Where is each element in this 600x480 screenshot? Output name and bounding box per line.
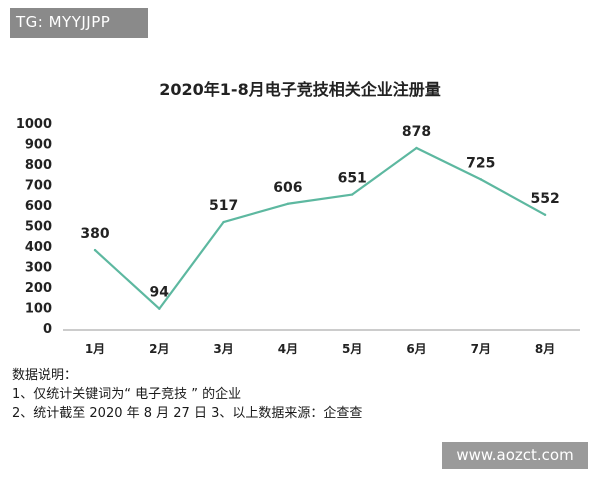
x-tick-label: 4月 [278, 342, 298, 356]
y-tick-label: 800 [25, 158, 52, 173]
x-tick-label: 2月 [149, 342, 169, 356]
y-tick-label: 700 [25, 179, 52, 194]
y-tick-label: 1000 [16, 117, 52, 132]
data-label: 651 [338, 171, 367, 187]
x-tick-label: 8月 [535, 342, 555, 356]
data-point [222, 220, 225, 224]
x-tick-label: 7月 [471, 342, 491, 356]
data-point [93, 248, 97, 252]
data-label: 517 [209, 198, 238, 214]
watermark-bottom: www.aozct.com [442, 442, 588, 469]
x-tick-label: 3月 [213, 342, 233, 356]
data-point [286, 202, 290, 205]
y-tick-label: 0 [43, 322, 52, 337]
notes-line-1: 1、仅统计关键词为“ 电子竞技 ” 的企业 [12, 387, 242, 402]
notes-line-2: 2、统计截至 2020 年 8 月 27 日 3、以上数据来源：企查查 [12, 406, 363, 421]
data-label: 552 [530, 191, 559, 207]
y-tick-label: 400 [25, 240, 52, 255]
data-label: 94 [150, 285, 170, 301]
x-tick-label: 6月 [406, 342, 426, 356]
y-tick-label: 900 [25, 138, 52, 153]
data-label: 878 [402, 124, 431, 140]
watermark-top: TG: MYYJJPP [10, 8, 148, 38]
y-tick-label: 500 [25, 220, 52, 235]
notes-heading: 数据说明： [12, 368, 78, 383]
data-label: 380 [80, 226, 109, 242]
x-tick-label: 1月 [85, 342, 105, 356]
data-point [479, 178, 482, 181]
y-tick-label: 200 [25, 281, 52, 296]
data-labels: 380 94 517 606 651 878 725 552 [80, 124, 559, 301]
x-tick-label: 5月 [342, 342, 362, 356]
data-point [543, 213, 547, 217]
chart-title: 2020年1-8月电子竞技相关企业注册量 [159, 80, 440, 99]
data-label: 725 [466, 155, 495, 171]
y-axis: 0 100 200 300 400 500 600 700 800 900 1000 [16, 117, 52, 337]
data-point [351, 193, 354, 196]
y-tick-label: 600 [25, 199, 52, 214]
y-tick-label: 100 [25, 302, 52, 317]
series-line [94, 146, 546, 310]
data-points [93, 146, 547, 310]
y-tick-label: 300 [25, 261, 52, 276]
data-point [415, 146, 418, 150]
data-label: 606 [273, 180, 302, 196]
data-point [158, 307, 161, 310]
x-axis: 1月 2月 3月 4月 5月 6月 7月 8月 [85, 342, 555, 356]
